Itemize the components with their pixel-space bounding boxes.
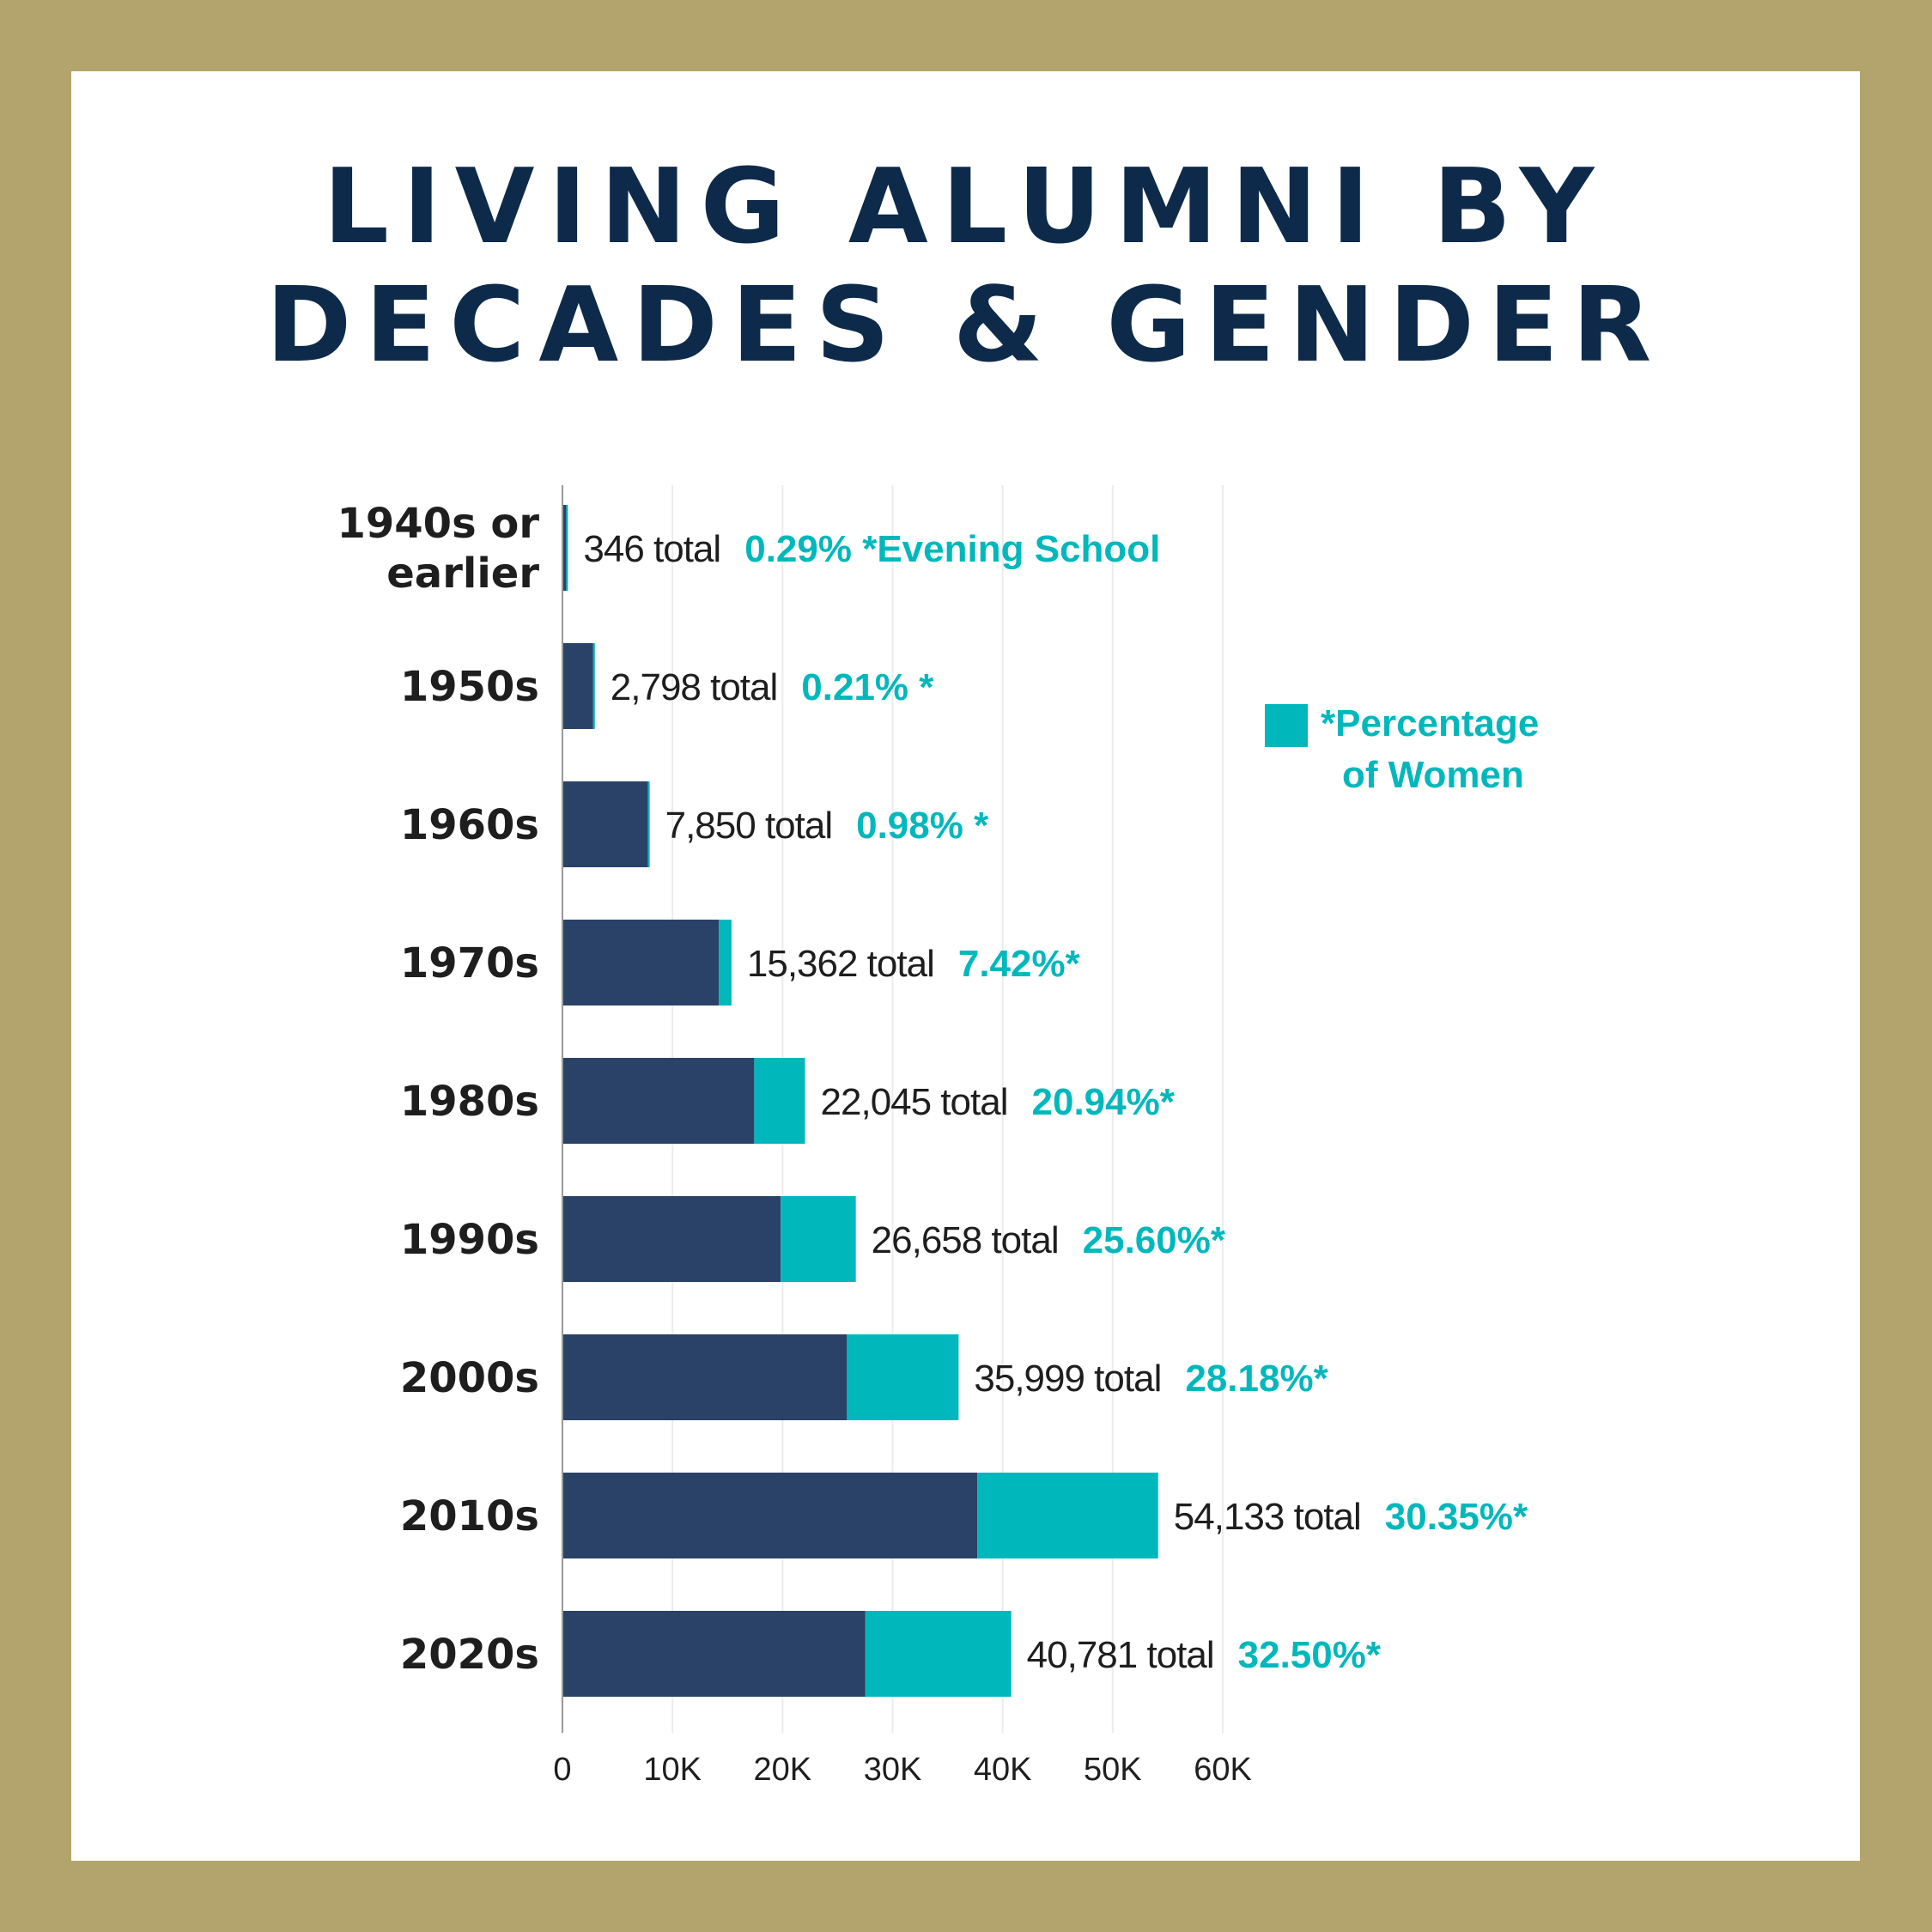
category-label: 1950s bbox=[400, 663, 539, 711]
percent-women-label: 32.50%* bbox=[1238, 1634, 1382, 1676]
x-axis: 0 10K 20K 30K 40K 50K 60K bbox=[553, 485, 1252, 1788]
total-label: 26,658 total bbox=[872, 1219, 1059, 1261]
category-label: 1940s or bbox=[337, 500, 539, 548]
total-label: 15,362 total bbox=[747, 943, 934, 985]
bar-women bbox=[592, 643, 595, 729]
legend-label-line-2: of Women bbox=[1342, 754, 1524, 796]
x-tick-label: 40K bbox=[974, 1752, 1032, 1788]
bar-women bbox=[781, 1196, 856, 1282]
page-title: LIVING ALUMNI BY DECADES & GENDER bbox=[71, 149, 1860, 386]
title-line-2: DECADES & GENDER bbox=[265, 266, 1666, 386]
title-line-1: LIVING ALUMNI BY bbox=[323, 148, 1608, 267]
total-label: 40,781 total bbox=[1027, 1634, 1214, 1676]
total-label: 54,133 total bbox=[1174, 1496, 1361, 1538]
bar-men bbox=[562, 1611, 866, 1697]
percent-women-label: 7.42%* bbox=[958, 943, 1081, 985]
percent-women-label: 30.35%* bbox=[1385, 1496, 1528, 1538]
bar-women bbox=[865, 1611, 1012, 1697]
total-label: 2,798 total bbox=[611, 666, 778, 708]
percent-women-label: 0.98% * bbox=[856, 805, 989, 847]
bar-women bbox=[754, 1058, 805, 1144]
category-label: 2020s bbox=[400, 1631, 539, 1679]
total-label: 35,999 total bbox=[974, 1358, 1161, 1400]
bar-women bbox=[566, 505, 568, 591]
bar-women bbox=[647, 781, 650, 867]
bar-men bbox=[562, 643, 593, 729]
legend-swatch bbox=[1265, 704, 1308, 747]
bar-men bbox=[562, 505, 567, 591]
bar-men bbox=[562, 1058, 755, 1144]
percent-women-label: 25.60%* bbox=[1083, 1219, 1226, 1261]
category-label: earlier bbox=[386, 550, 539, 598]
category-label: 1980s bbox=[400, 1078, 539, 1126]
category-label: 2010s bbox=[400, 1492, 539, 1540]
x-tick-label: 20K bbox=[754, 1752, 812, 1788]
category-label: 1990s bbox=[400, 1216, 539, 1264]
x-tick-label: 30K bbox=[864, 1752, 922, 1788]
legend: *Percentage of Women bbox=[1265, 702, 1539, 796]
x-tick-label: 50K bbox=[1084, 1752, 1142, 1788]
percent-women-label: 20.94%* bbox=[1032, 1081, 1176, 1123]
card: LIVING ALUMNI BY DECADES & GENDER 1940s … bbox=[71, 71, 1860, 1861]
bar-women bbox=[977, 1473, 1158, 1558]
bar-men bbox=[562, 1334, 848, 1420]
percent-women-label: 0.21% * bbox=[801, 666, 934, 708]
bar-women bbox=[847, 1334, 959, 1420]
category-label: 1970s bbox=[400, 939, 539, 987]
x-tick-label: 10K bbox=[643, 1752, 702, 1788]
bar-men bbox=[562, 781, 648, 867]
total-label: 7,850 total bbox=[665, 805, 833, 847]
bar-women bbox=[719, 920, 732, 1005]
bar-men bbox=[562, 920, 720, 1005]
x-tick-label: 0 bbox=[553, 1752, 571, 1788]
percent-women-label: 0.29% *Evening School bbox=[744, 528, 1160, 570]
category-label: 1960s bbox=[400, 801, 539, 849]
legend-label-line-1: *Percentage bbox=[1321, 702, 1539, 744]
bar-men bbox=[562, 1196, 781, 1282]
bar-men bbox=[562, 1473, 978, 1558]
x-tick-label: 60K bbox=[1194, 1752, 1252, 1788]
category-label: 2000s bbox=[400, 1354, 539, 1402]
total-label: 22,045 total bbox=[821, 1081, 1008, 1123]
bars bbox=[562, 505, 1158, 1697]
total-label: 346 total bbox=[583, 528, 720, 570]
percent-women-label: 28.18%* bbox=[1185, 1358, 1328, 1400]
